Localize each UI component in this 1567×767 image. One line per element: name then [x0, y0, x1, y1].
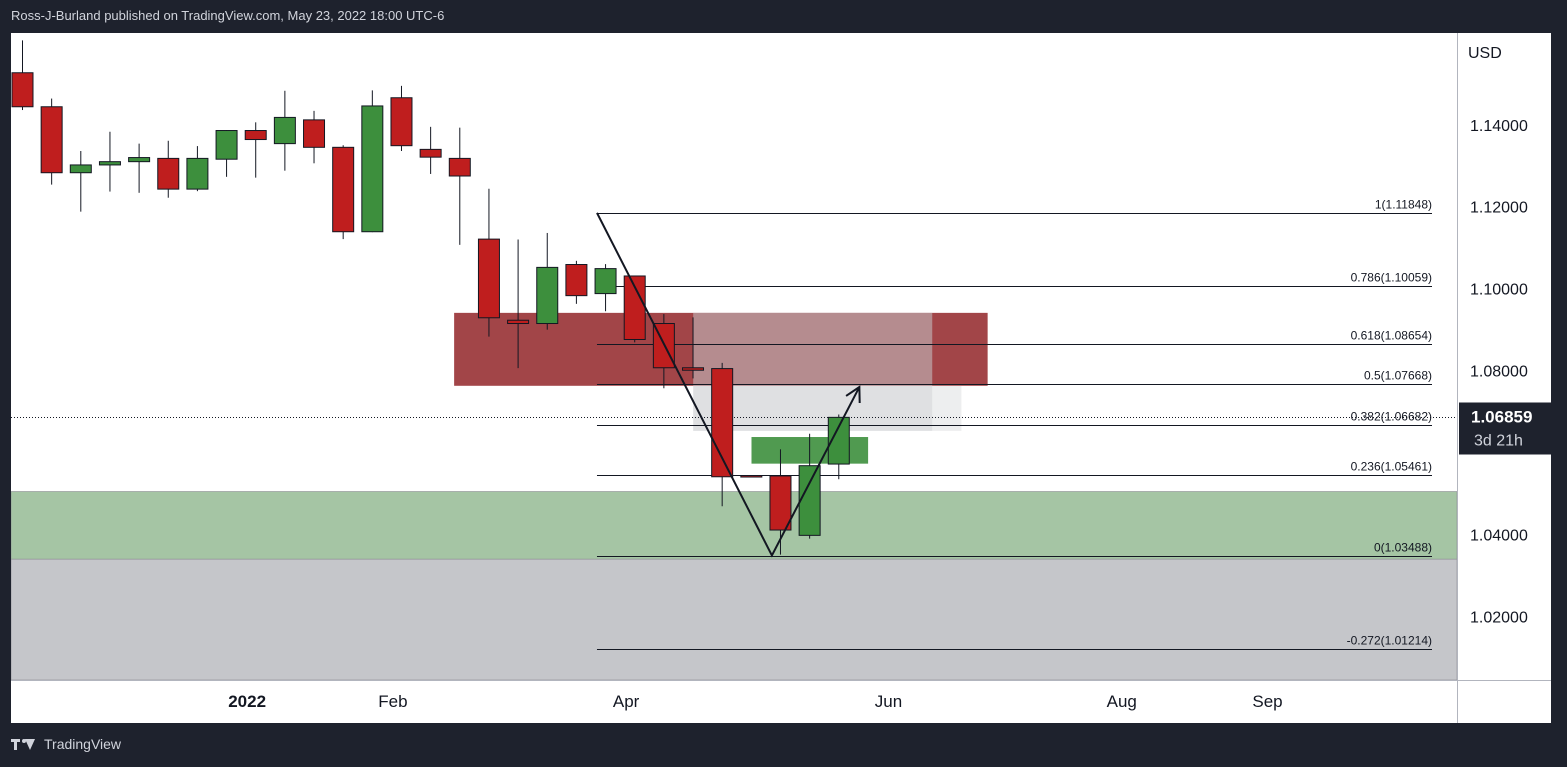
candle-body — [594, 268, 617, 295]
fib-label-7: -0.272(1.01214) — [1347, 634, 1432, 648]
candle-25 — [740, 475, 763, 478]
candle-body — [769, 475, 792, 531]
fib-label-0: 1(1.11848) — [1375, 198, 1432, 212]
candle-1 — [40, 98, 63, 185]
candle-body — [332, 146, 355, 233]
candle-body — [303, 119, 326, 148]
x-tick-label-5: Sep — [1252, 692, 1282, 711]
y-tick-label-2: 1.10000 — [1470, 282, 1528, 299]
zone-green_demand — [11, 491, 1457, 560]
candle-16 — [477, 188, 500, 337]
candle-body — [98, 161, 121, 166]
tradingview-logo-icon — [11, 737, 38, 751]
candle-body — [157, 157, 180, 190]
candle-27 — [798, 433, 821, 539]
candle-body — [11, 72, 34, 108]
candle-11 — [332, 145, 355, 240]
candle-5 — [157, 140, 180, 198]
zone-grey_lower — [11, 558, 1457, 680]
candle-body — [215, 130, 238, 160]
candle-6 — [186, 146, 209, 192]
candle-body — [507, 319, 530, 325]
fib-label-3: 0.5(1.07668) — [1364, 369, 1432, 383]
candle-body — [565, 264, 588, 297]
candlestick-chart[interactable]: 1(1.11848) 0.786(1.10059) 0.618(1.08654) 0.… — [11, 33, 1551, 723]
y-tick-label-0: 1.14000 — [1470, 118, 1528, 135]
candle-15 — [448, 127, 471, 245]
footer-brand[interactable]: TradingView — [11, 736, 121, 752]
y-tick-label-4: 1.04000 — [1470, 528, 1528, 545]
y-tick-label-1: 1.12000 — [1470, 200, 1528, 217]
candle-body — [186, 157, 209, 190]
candle-body — [361, 105, 384, 233]
fib-label-5: 0.236(1.05461) — [1351, 460, 1432, 474]
candle-body — [827, 416, 850, 465]
y-tick-label-5: 1.02000 — [1470, 609, 1528, 626]
candle-18 — [536, 232, 559, 330]
candle-14 — [419, 126, 442, 174]
candle-28 — [827, 414, 850, 480]
publisher-caption: Ross-J-Burland published on TradingView.… — [11, 8, 445, 23]
candle-body — [273, 116, 296, 145]
candle-body — [128, 157, 151, 163]
candle-19 — [565, 260, 588, 304]
candle-8 — [244, 122, 267, 178]
x-tick-label-2: Apr — [613, 692, 640, 711]
fib-label-4: 0.382(1.06682) — [1351, 410, 1432, 424]
candle-0 — [11, 40, 34, 111]
candle-body — [740, 475, 763, 478]
x-tick-label-0: 2022 — [228, 692, 266, 711]
candle-20 — [594, 264, 617, 312]
candle-17 — [507, 239, 530, 369]
candle-4 — [128, 143, 151, 193]
candle-body — [69, 164, 92, 174]
current-price-label: 1.06859 — [1471, 408, 1532, 427]
brand-name: TradingView — [44, 736, 122, 752]
y-tick-label-3: 1.08000 — [1470, 364, 1528, 381]
candle-23 — [682, 317, 705, 379]
candle-body — [477, 238, 500, 319]
y-axis-unit: USD — [1468, 45, 1502, 62]
candle-body — [40, 106, 63, 174]
candle-body — [711, 368, 734, 478]
fib-label-1: 0.786(1.10059) — [1351, 271, 1432, 285]
candle-13 — [390, 85, 413, 152]
candle-7 — [215, 130, 238, 177]
x-tick-label-3: Jun — [875, 692, 902, 711]
candle-3 — [98, 131, 121, 192]
candle-body — [390, 97, 413, 147]
candle-9 — [273, 90, 296, 171]
candle-2 — [69, 151, 92, 212]
candle-body — [448, 157, 471, 177]
zone-grey_light — [932, 385, 962, 431]
candle-body — [419, 148, 442, 158]
x-tick-label-1: Feb — [378, 692, 407, 711]
x-tick-label-4: Aug — [1107, 692, 1137, 711]
chart-area[interactable]: 1(1.11848) 0.786(1.10059) 0.618(1.08654) 0.… — [11, 33, 1551, 723]
candle-12 — [361, 90, 384, 233]
candle-10 — [303, 110, 326, 164]
candle-body — [798, 465, 821, 536]
fib-label-2: 0.618(1.08654) — [1351, 329, 1432, 343]
arrow-head — [845, 385, 861, 404]
candle-24 — [711, 362, 734, 507]
v-drawing-line — [596, 212, 861, 558]
fib-label-6: 0(1.03488) — [1374, 541, 1432, 555]
countdown-label: 3d 21h — [1474, 433, 1523, 450]
candle-body — [244, 130, 267, 141]
current-price-badge — [1459, 402, 1551, 455]
candle-body — [536, 266, 559, 325]
candle-body — [682, 367, 705, 371]
